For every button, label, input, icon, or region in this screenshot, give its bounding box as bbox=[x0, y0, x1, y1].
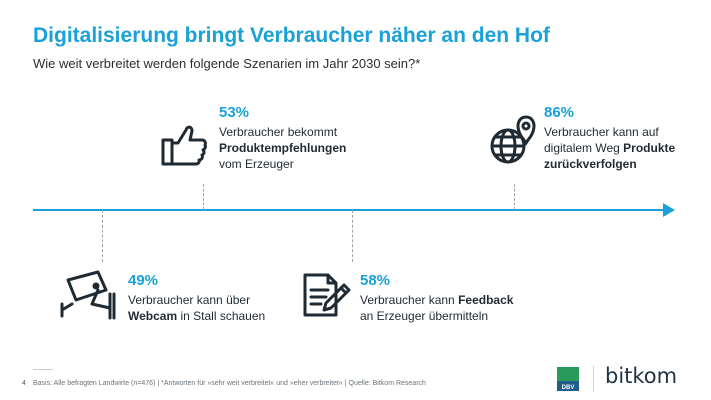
document-pen-icon bbox=[302, 272, 352, 318]
security-camera-icon bbox=[58, 270, 120, 320]
page-title: Digitalisierung bringt Verbraucher näher… bbox=[33, 24, 550, 47]
connector-86 bbox=[514, 184, 515, 210]
connector-53 bbox=[203, 184, 204, 210]
page-number: 4 bbox=[22, 380, 26, 387]
scenario-description: Verbraucher bekommt Produktempfehlungen … bbox=[219, 125, 347, 171]
dbv-logo: DBV bbox=[557, 367, 579, 391]
scenario-percent: 86% bbox=[544, 104, 575, 121]
thumbs-up-icon bbox=[160, 120, 208, 168]
page-subtitle: Wie weit verbreitet werden folgende Szen… bbox=[33, 56, 421, 71]
scenario-percent: 53% bbox=[219, 104, 250, 121]
footer-divider bbox=[33, 369, 53, 370]
timeline-line bbox=[33, 209, 663, 211]
scenario-description: Verbraucher kann über Webcam in Stall sc… bbox=[128, 293, 266, 323]
globe-location-pin-icon bbox=[488, 114, 540, 166]
scenario-percent: 58% bbox=[360, 272, 391, 289]
svg-text:DBV: DBV bbox=[562, 385, 575, 391]
bitkom-logo: bitkom bbox=[605, 364, 678, 388]
scenario-description: Verbraucher kann auf digitalem Weg Produ… bbox=[544, 125, 676, 171]
timeline-arrow bbox=[33, 203, 675, 217]
connector-58 bbox=[352, 210, 353, 262]
footer-source: Basis: Alle befragten Landwirte (n=476) … bbox=[33, 380, 426, 387]
connector-49 bbox=[102, 210, 103, 262]
logo-separator bbox=[593, 366, 594, 392]
timeline-arrowhead bbox=[663, 203, 675, 217]
scenario-description: Verbraucher kann Feedback an Erzeuger üb… bbox=[360, 293, 514, 323]
scenario-percent: 49% bbox=[128, 272, 159, 289]
